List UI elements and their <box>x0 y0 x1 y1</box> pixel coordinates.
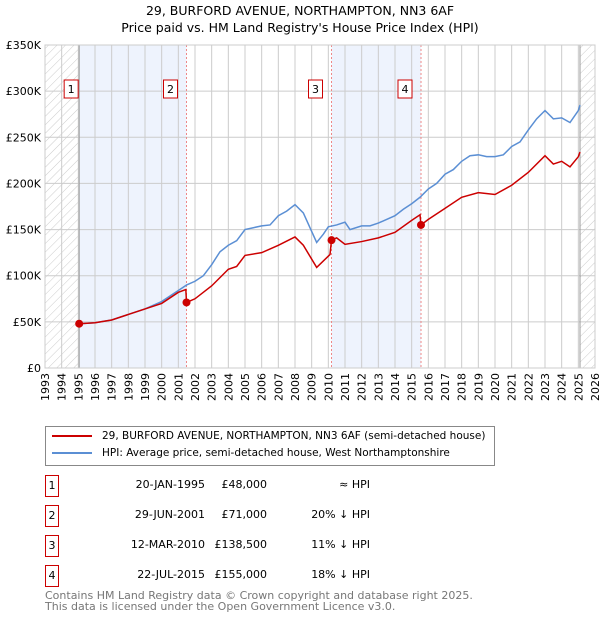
x-tick-label: 1999 <box>139 373 152 401</box>
sale-number-badge: 2 <box>45 505 59 527</box>
sale-label: 4 <box>402 83 409 96</box>
hatched-range <box>580 45 595 368</box>
x-tick-label: 2009 <box>306 373 319 401</box>
sale-point <box>75 319 84 328</box>
x-tick-label: 2000 <box>156 373 169 401</box>
y-tick-label: £200K <box>6 177 42 190</box>
x-tick-label: 2006 <box>256 373 269 401</box>
sale-hpi-diff: 18% ↓ HPI <box>311 568 370 581</box>
chart-subtitle: Price paid vs. HM Land Registry's House … <box>121 20 479 35</box>
sale-price: £71,000 <box>221 508 268 521</box>
sale-number-badge: 1 <box>45 475 59 497</box>
footer-line-2: This data is licensed under the Open Gov… <box>45 600 396 613</box>
shaded-range <box>331 45 421 368</box>
x-tick-label: 2022 <box>522 373 535 401</box>
sale-label-box <box>397 79 413 99</box>
legend-swatch-blue <box>52 452 92 454</box>
x-tick-label: 1994 <box>56 373 69 401</box>
legend-item-property: 29, BURFORD AVENUE, NORTHAMPTON, NN3 6AF… <box>52 430 485 442</box>
x-tick-label: 2008 <box>289 373 302 401</box>
x-tick-label: 2026 <box>589 373 600 401</box>
x-tick-label: 2013 <box>372 373 385 401</box>
x-tick-label: 2012 <box>356 373 369 401</box>
chart-title: 29, BURFORD AVENUE, NORTHAMPTON, NN3 6AF <box>145 3 455 18</box>
y-tick-label: £150K <box>6 224 42 237</box>
legend-label: HPI: Average price, semi-detached house,… <box>102 447 450 459</box>
x-tick-label: 1995 <box>72 373 85 401</box>
x-tick-label: 2010 <box>322 373 335 401</box>
sale-price: £155,000 <box>214 568 268 581</box>
sale-hpi-diff: 20% ↓ HPI <box>311 508 370 521</box>
sale-label: 3 <box>312 83 319 96</box>
x-tick-label: 2001 <box>172 373 185 401</box>
x-tick-label: 2023 <box>539 373 552 401</box>
y-tick-label: £50K <box>13 316 42 329</box>
x-tick-label: 2016 <box>422 373 435 401</box>
sale-hpi-diff: ≈ HPI <box>339 478 370 491</box>
x-tick-label: 2024 <box>556 373 569 401</box>
sales-table-row: 1 20-JAN-1995 £48,000 ≈ HPI <box>45 475 385 497</box>
sale-label: 2 <box>167 83 174 96</box>
sale-price: £48,000 <box>221 478 268 491</box>
x-tick-label: 2011 <box>339 373 352 401</box>
y-tick-label: £300K <box>6 85 42 98</box>
sale-hpi-diff: 11% ↓ HPI <box>311 538 370 551</box>
sale-point <box>327 236 336 245</box>
chart-plot: 1993 1994 1995 1996 1997 1998 1999 2000 2001 2002… <box>6 39 600 401</box>
sale-point <box>182 298 191 307</box>
x-tick-label: 2019 <box>472 373 485 401</box>
sales-table-row: 3 12-MAR-2010 £138,500 11% ↓ HPI <box>45 535 385 557</box>
sale-price: £138,500 <box>214 538 268 551</box>
x-tick-label: 2002 <box>189 373 202 401</box>
x-tick-label: 2021 <box>506 373 519 401</box>
x-tick-label: 2007 <box>272 373 285 401</box>
sale-number-badge: 3 <box>45 535 59 557</box>
x-tick-label: 1996 <box>89 373 102 401</box>
plot-border <box>44 44 596 369</box>
sale-date: 20-JAN-1995 <box>135 478 205 491</box>
x-tick-label: 2025 <box>572 373 585 401</box>
legend-swatch-red <box>52 435 92 437</box>
y-tick-label: £250K <box>6 131 42 144</box>
x-tick-label: 1998 <box>122 373 135 401</box>
legend-label: 29, BURFORD AVENUE, NORTHAMPTON, NN3 6AF… <box>102 430 486 442</box>
sale-label-box <box>308 79 323 99</box>
legend: 29, BURFORD AVENUE, NORTHAMPTON, NN3 6AF… <box>45 426 495 466</box>
x-tick-label: 1993 <box>39 373 52 401</box>
x-tick-label: 2004 <box>222 373 235 401</box>
shaded-range <box>79 45 187 368</box>
y-tick-label: £100K <box>6 270 42 283</box>
footer-line-1: Contains HM Land Registry data © Crown c… <box>45 589 473 602</box>
sale-label-box <box>163 79 178 99</box>
y-tick-label: £350K <box>6 39 42 52</box>
sale-date: 12-MAR-2010 <box>130 538 205 551</box>
sale-label: 1 <box>68 83 75 96</box>
sale-label-box <box>63 79 79 99</box>
x-tick-label: 2015 <box>406 373 419 401</box>
sale-date: 29-JUN-2001 <box>134 508 205 521</box>
x-tick-label: 2003 <box>206 373 219 401</box>
x-tick-label: 2005 <box>239 373 252 401</box>
x-tick-label: 1997 <box>106 373 119 401</box>
y-tick-label: £0 <box>27 362 41 375</box>
sale-point <box>417 220 425 229</box>
x-tick-label: 2018 <box>456 373 469 401</box>
x-tick-label: 2020 <box>489 373 502 401</box>
series-line <box>79 104 581 325</box>
sale-number-badge: 4 <box>45 565 59 587</box>
x-tick-label: 2017 <box>439 373 452 401</box>
sale-date: 22-JUL-2015 <box>137 568 205 581</box>
legend-item-hpi: HPI: Average price, semi-detached house,… <box>52 447 450 459</box>
x-tick-label: 2014 <box>389 373 402 401</box>
sales-table-row: 4 22-JUL-2015 £155,000 18% ↓ HPI <box>45 565 385 587</box>
sales-table-row: 2 29-JUN-2001 £71,000 20% ↓ HPI <box>45 505 385 527</box>
